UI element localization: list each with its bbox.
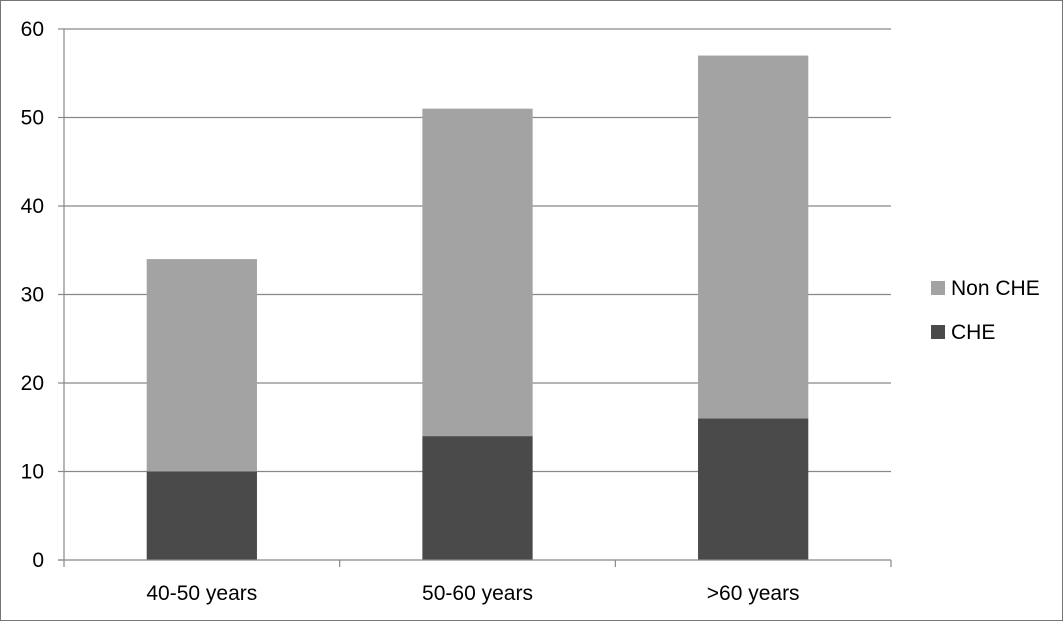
bar-che-1 [146,471,257,560]
y-tick-label: 30 [21,284,44,307]
bar-non-che-3 [698,55,809,419]
y-tick-label: 60 [21,18,44,41]
bar-non-che-2 [422,108,533,437]
legend-swatch-che [931,325,945,339]
x-category-label: >60 years [707,582,800,605]
y-tick-label: 50 [21,107,44,130]
x-category-label: 50-60 years [422,582,533,605]
x-category-labels: 40-50 years 50-60 years >60 years [146,582,799,605]
y-tick-labels: 0 10 20 30 40 50 60 [21,18,44,572]
y-tick-label: 10 [21,461,44,484]
bar-non-che-1 [146,259,257,472]
legend-label: CHE [951,321,995,344]
y-tick-label: 20 [21,372,44,395]
x-category-label: 40-50 years [146,582,257,605]
bar-che-3 [698,418,809,560]
axes [58,28,892,567]
legend-swatch-non-che [931,281,945,295]
bar-che-2 [422,436,533,560]
bars [146,55,809,560]
legend-label: Non CHE [951,277,1040,300]
y-tick-label: 40 [21,195,44,218]
legend: Non CHE CHE [931,277,1040,344]
y-tick-label: 0 [32,549,44,572]
